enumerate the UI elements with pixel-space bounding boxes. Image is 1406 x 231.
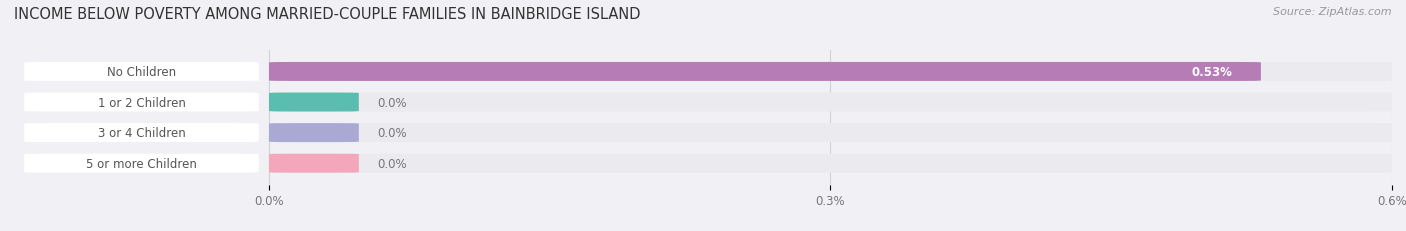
Text: 0.53%: 0.53% [1192, 66, 1233, 79]
Text: 0.0%: 0.0% [378, 157, 408, 170]
FancyBboxPatch shape [269, 154, 359, 173]
Text: 1 or 2 Children: 1 or 2 Children [97, 96, 186, 109]
FancyBboxPatch shape [269, 93, 1392, 112]
FancyBboxPatch shape [24, 154, 259, 173]
FancyBboxPatch shape [269, 154, 1392, 173]
Text: 5 or more Children: 5 or more Children [86, 157, 197, 170]
Text: 0.0%: 0.0% [378, 127, 408, 140]
FancyBboxPatch shape [269, 124, 1392, 143]
Text: Source: ZipAtlas.com: Source: ZipAtlas.com [1274, 7, 1392, 17]
FancyBboxPatch shape [24, 93, 259, 112]
FancyBboxPatch shape [269, 93, 359, 112]
Text: No Children: No Children [107, 66, 176, 79]
FancyBboxPatch shape [24, 63, 259, 82]
Text: 3 or 4 Children: 3 or 4 Children [97, 127, 186, 140]
FancyBboxPatch shape [269, 63, 1261, 82]
FancyBboxPatch shape [24, 124, 259, 143]
FancyBboxPatch shape [269, 63, 1392, 82]
Text: 0.0%: 0.0% [378, 96, 408, 109]
FancyBboxPatch shape [269, 124, 359, 143]
Text: INCOME BELOW POVERTY AMONG MARRIED-COUPLE FAMILIES IN BAINBRIDGE ISLAND: INCOME BELOW POVERTY AMONG MARRIED-COUPL… [14, 7, 641, 22]
